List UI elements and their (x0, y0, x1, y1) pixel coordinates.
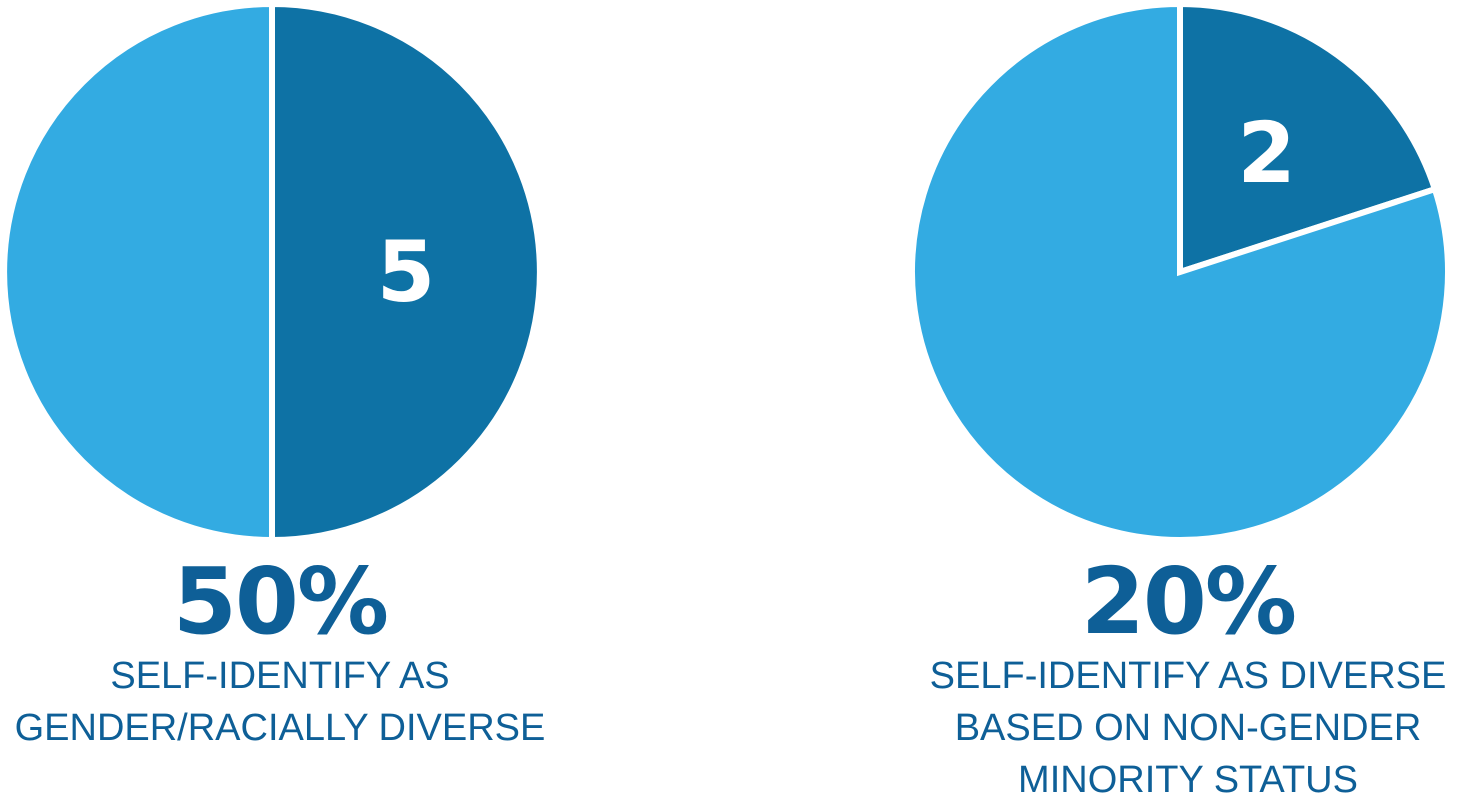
slice-value-label: 2 (1237, 104, 1295, 202)
pie-non-gender-minority: 2 (909, 0, 1451, 543)
pie-gender-racial: 5 (1, 0, 543, 544)
pie-slice (909, 0, 1451, 543)
caption-gender-racial: SELF-IDENTIFY AS GENDER/RACIALLY DIVERSE (0, 650, 560, 754)
percent-gender-racial: 50% (172, 548, 389, 655)
caption-line: SELF-IDENTIFY AS DIVERSE (929, 655, 1447, 697)
caption-line: SELF-IDENTIFY AS (110, 655, 450, 697)
pie-chart-gender-racial: 5 50% SELF-IDENTIFY AS GENDER/RACIALLY D… (0, 0, 560, 805)
caption-line: GENDER/RACIALLY DIVERSE (14, 707, 546, 749)
percent-non-gender-minority: 20% (1080, 548, 1297, 655)
pie-slice (1177, 0, 1439, 277)
pie-slice (1, 0, 275, 544)
caption-non-gender-minority: SELF-IDENTIFY AS DIVERSE BASED ON NON-GE… (908, 650, 1462, 806)
caption-line: MINORITY STATUS (1018, 759, 1358, 801)
caption-line: BASED ON NON-GENDER (954, 707, 1422, 749)
pie-chart-non-gender-minority: 2 20% SELF-IDENTIFY AS DIVERSE BASED ON … (908, 0, 1462, 805)
slice-value-label: 5 (377, 223, 435, 321)
pie-slice (269, 0, 543, 544)
